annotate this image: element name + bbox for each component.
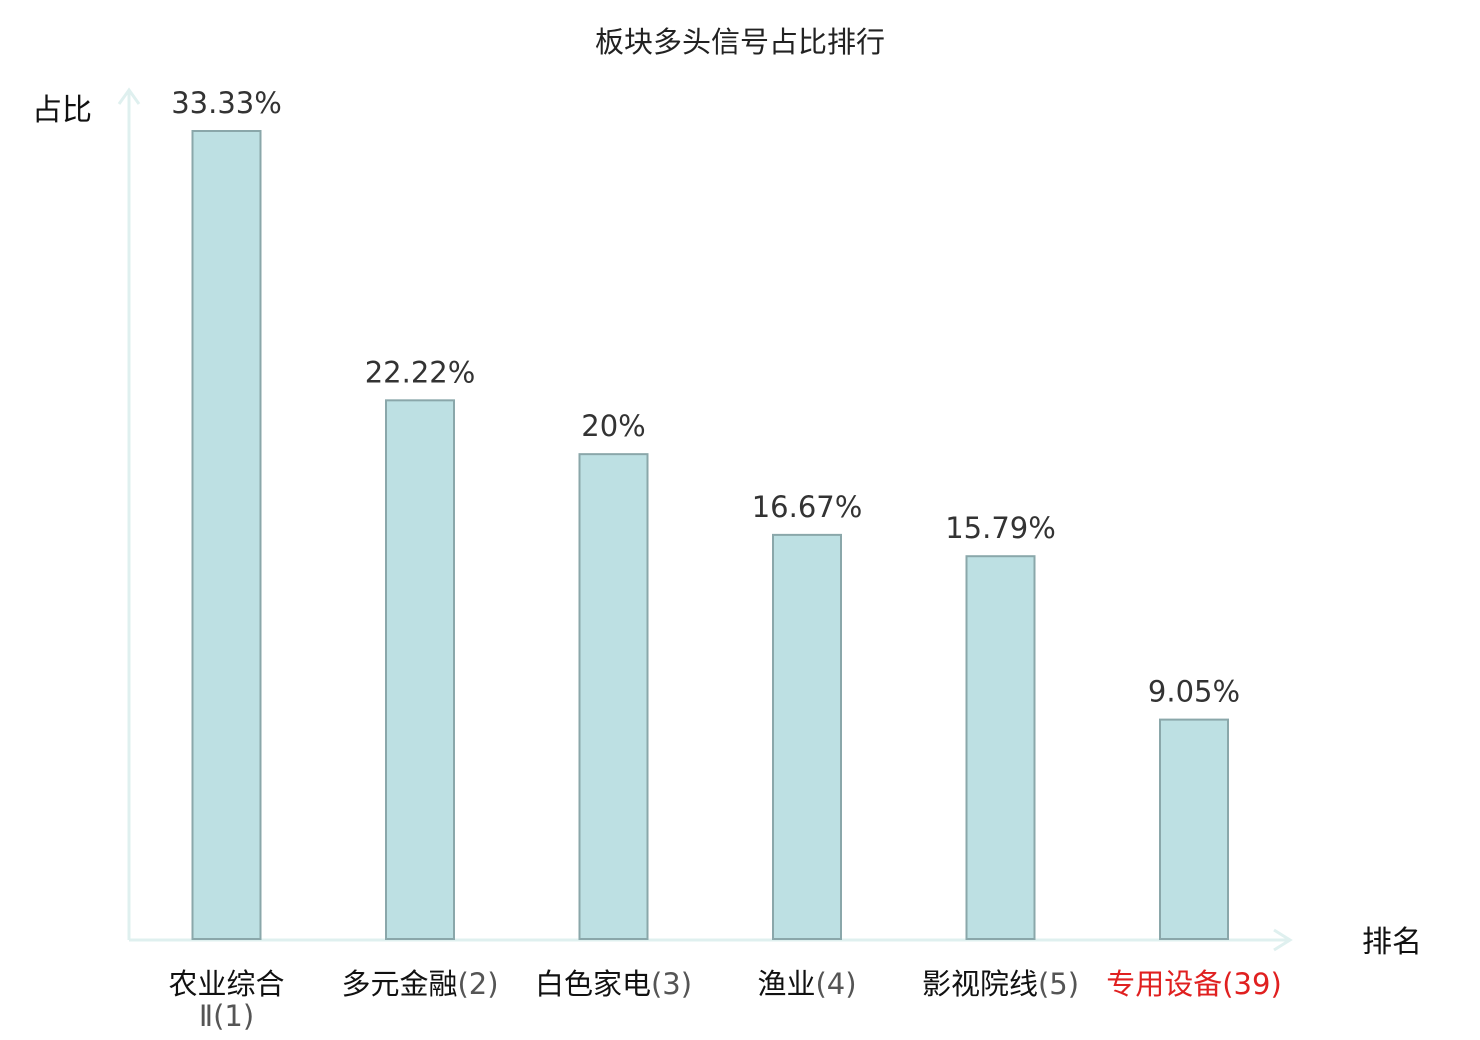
category-label-5: 影视院线(5): [922, 967, 1079, 1001]
category-name: 多元金融: [341, 967, 457, 1001]
bar-1: [191, 130, 262, 940]
value-label-4: 16.67%: [752, 490, 863, 524]
value-label-1: 33.33%: [171, 86, 282, 120]
category-label-1: 农业综合 Ⅱ(1): [168, 967, 284, 1033]
value-label-2: 22.22%: [365, 355, 476, 389]
category-label-6: 专用设备(39): [1106, 967, 1282, 1001]
chart-title: 板块多头信号占比排行: [595, 25, 885, 59]
value-label-6: 9.05%: [1148, 675, 1240, 709]
y-axis-arrow: [117, 87, 141, 105]
category-rank: (3): [651, 967, 692, 1001]
value-labels-group: 33.33% 22.22% 20% 16.67% 15.79% 9.05%: [171, 86, 1240, 709]
category-labels-group: 农业综合 Ⅱ(1)多元金融(2) 白色家电(3) 渔业(4) 影视院线(5) 专用设备(3…: [168, 967, 1281, 1033]
category-name-tail: Ⅱ: [199, 999, 213, 1033]
x-axis-label: 排名: [1362, 925, 1422, 960]
bars-group: [191, 130, 1229, 941]
category-rank: (1): [213, 999, 254, 1033]
axes: [117, 87, 1293, 952]
bar-6: [1159, 718, 1229, 941]
category-name: 白色家电: [535, 967, 651, 1001]
category-rank: (39): [1222, 967, 1282, 1001]
x-axis-arrow: [1273, 928, 1293, 952]
category-label-3: 白色家电(3): [535, 967, 692, 1001]
value-label-3: 20%: [581, 409, 645, 443]
category-name: 影视院线: [922, 967, 1038, 1001]
bar-5: [965, 555, 1036, 940]
category-name: 渔业: [757, 967, 815, 1001]
category-rank: (5): [1038, 967, 1079, 1001]
bar-2: [385, 399, 455, 941]
value-label-5: 15.79%: [945, 511, 1056, 545]
category-name: 专用设备: [1106, 967, 1222, 1001]
category-label-2: 多元金融(2): [341, 967, 498, 1001]
category-name: 农业综合: [168, 967, 284, 1001]
bar-4: [772, 533, 842, 940]
bar-3: [578, 453, 649, 940]
category-rank: (4): [815, 967, 856, 1001]
category-label-4: 渔业(4): [757, 967, 856, 1001]
category-rank: (2): [457, 967, 498, 1001]
y-axis-label: 占比: [32, 93, 92, 128]
